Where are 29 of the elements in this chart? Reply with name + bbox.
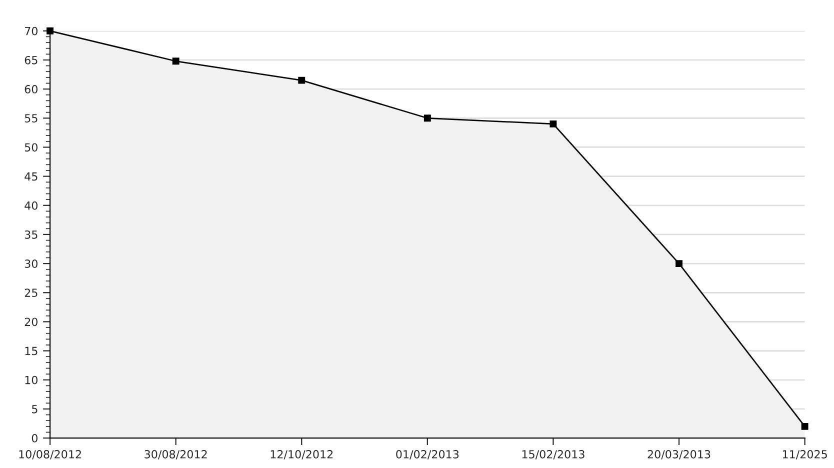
y-tick-label: 40 — [24, 201, 38, 210]
x-tick-label: 10/08/2012 — [19, 450, 81, 460]
y-tick-label: 0 — [32, 434, 38, 442]
y-tick-label: 10 — [25, 376, 38, 384]
point — [550, 120, 557, 128]
y-tick-label: 25 — [24, 288, 38, 298]
x-tick-label: 30/08/2012 — [144, 450, 207, 460]
point — [424, 114, 431, 122]
y-tick-label: 55 — [24, 114, 38, 123]
point — [801, 422, 808, 430]
point — [676, 260, 682, 268]
y-tick-label: 60 — [24, 85, 38, 94]
y-tick-label: 20 — [24, 318, 38, 326]
x-tick-label: 20/03/2013 — [648, 450, 710, 460]
x-tick-label: 01/02/2013 — [396, 450, 459, 460]
x-tick-label: 15/02/2013 — [522, 450, 584, 460]
x-tick-label: 11/2025 — [782, 450, 827, 460]
y-tick-label: 45 — [24, 172, 38, 181]
y-tick-label: 65 — [24, 56, 38, 64]
point — [298, 76, 306, 84]
y-tick-label: 35 — [24, 230, 38, 239]
point — [172, 58, 180, 65]
point — [46, 27, 54, 34]
y-tick-label: 50 — [24, 143, 38, 152]
y-tick-label: 70 — [25, 26, 38, 36]
y-tick-label: 15 — [25, 346, 38, 356]
y-tick-label: 30 — [24, 260, 38, 268]
x-tick-label: 12/10/2012 — [270, 450, 333, 460]
y-tick-label: 5 — [32, 405, 38, 414]
